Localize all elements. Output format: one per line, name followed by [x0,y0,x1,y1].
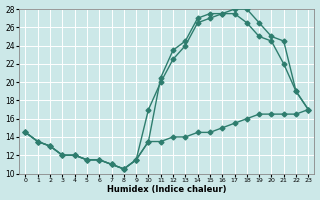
X-axis label: Humidex (Indice chaleur): Humidex (Indice chaleur) [107,185,227,194]
